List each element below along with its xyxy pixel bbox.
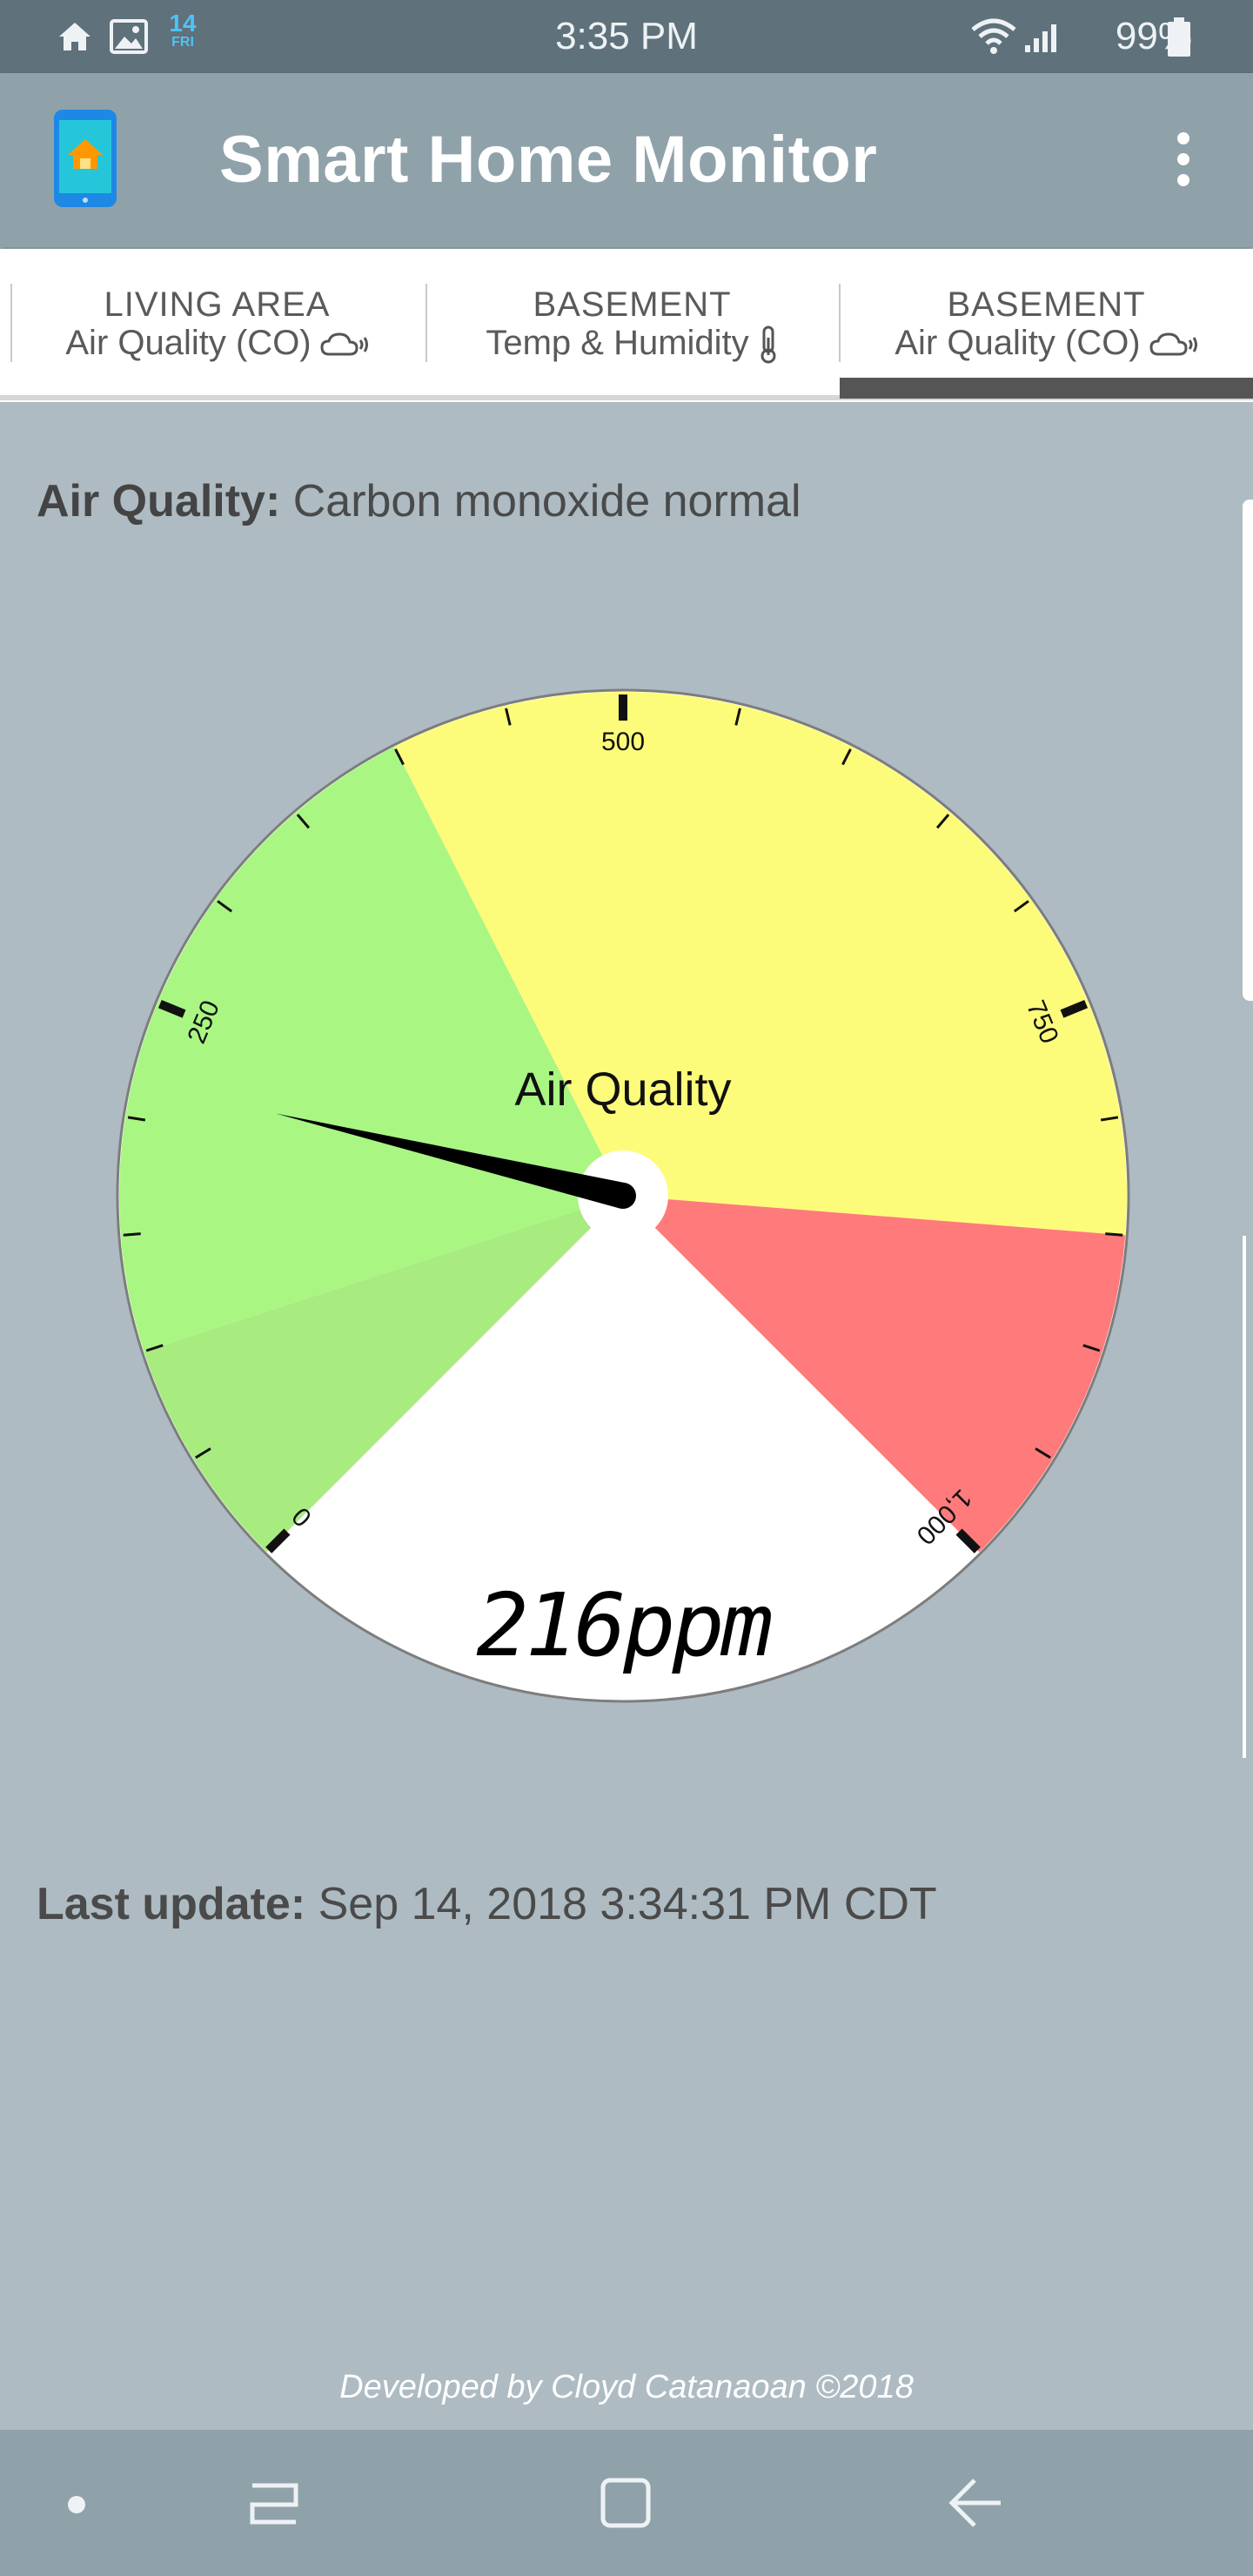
gauge-minor-tick — [1013, 900, 1029, 913]
thermometer-icon — [761, 325, 776, 364]
gauge-major-tick — [955, 1528, 981, 1553]
tab-sensor: Air Quality (CO) — [65, 324, 312, 362]
tab-divider — [10, 284, 12, 362]
tab-location: LIVING AREA — [104, 285, 331, 324]
gauge-minor-tick — [127, 1116, 146, 1122]
home-icon — [59, 23, 90, 50]
gauge-zone-0 — [144, 1196, 624, 1553]
developer-credit: Developed by Cloyd Catanaoan ©2018 — [339, 2369, 914, 2405]
recent-apps-icon[interactable] — [235, 2430, 313, 2576]
tab-divider — [425, 284, 427, 362]
back-arrow-icon[interactable] — [940, 2430, 1018, 2576]
status-time: 3:35 PM — [555, 15, 698, 57]
gauge-value-readout: 216ppm — [476, 1574, 771, 1676]
last-update: Last update: Sep 14, 2018 3:34:31 PM CDT — [37, 1878, 937, 1930]
gauge-minor-tick — [841, 748, 852, 766]
gauge-needle-pivot — [610, 1183, 636, 1209]
scrollbar[interactable] — [1243, 1236, 1246, 1758]
gauge-tick-label: 500 — [601, 728, 645, 756]
tab-living-area-air-quality[interactable]: LIVING AREA Air Quality (CO) — [10, 249, 424, 402]
phone-home-icon — [54, 110, 117, 207]
tab-sensor: Temp & Humidity — [486, 324, 749, 362]
gauge-minor-tick — [505, 708, 512, 726]
tab-location: BASEMENT — [533, 285, 732, 324]
wifi-icon — [971, 18, 1016, 54]
cloud-wind-icon — [320, 332, 368, 356]
tab-basement-temp-humidity[interactable]: BASEMENT Temp & Humidity — [425, 249, 839, 402]
status-date-day: 14 — [169, 10, 197, 37]
dot-icon[interactable] — [52, 2430, 104, 2576]
gauge-minor-tick — [195, 1447, 211, 1459]
tabs-baseline — [0, 395, 1253, 400]
signal-icon — [1025, 24, 1056, 52]
app-title: Smart Home Monitor — [219, 123, 878, 197]
more-vertical-icon[interactable] — [1166, 132, 1201, 202]
gauge-minor-tick — [394, 748, 405, 766]
gauge-zone-3 — [623, 1196, 1126, 1553]
sensor-tabs: LIVING AREA Air Quality (CO) BASEMENT Te… — [0, 249, 1253, 402]
app-bar: Smart Home Monitor — [0, 73, 1253, 247]
tab-divider — [839, 284, 841, 362]
system-nav-bar — [0, 2430, 1253, 2576]
status-label: Air Quality: — [37, 476, 281, 527]
selected-tab-indicator — [840, 378, 1253, 399]
calendar-date-icon: 14 FRI — [165, 10, 200, 52]
tab-sensor: Air Quality (CO) — [895, 324, 1141, 362]
gauge-zone-2 — [394, 692, 1127, 1236]
gauge-title: Air Quality — [514, 1063, 731, 1116]
cloud-wind-icon — [1149, 332, 1197, 356]
gauge-needle — [276, 1113, 626, 1209]
gauge-minor-tick — [1035, 1447, 1051, 1459]
side-handle[interactable] — [1243, 500, 1253, 1001]
gauge-minor-tick — [296, 814, 311, 829]
status-bar: 14 FRI 3:35 PM 99% — [0, 0, 1253, 73]
gauge-minor-tick — [935, 814, 950, 829]
last-update-label: Last update: — [37, 1879, 306, 1929]
gauge-minor-tick — [734, 708, 741, 726]
gauge-minor-tick — [1082, 1344, 1101, 1352]
tab-basement-air-quality[interactable]: BASEMENT Air Quality (CO) — [840, 249, 1253, 402]
gauge-minor-tick — [145, 1344, 164, 1352]
gauge-minor-tick — [123, 1232, 141, 1237]
home-button-icon[interactable] — [587, 2430, 666, 2576]
gauge-major-tick — [1060, 999, 1089, 1018]
gauge-unit: ppm — [622, 1574, 771, 1676]
gauge-major-tick — [265, 1528, 291, 1553]
last-update-value: Sep 14, 2018 3:34:31 PM CDT — [318, 1879, 937, 1929]
gauge-minor-tick — [217, 900, 233, 913]
air-quality-gauge: 0 250 500 750 1,000 Air Quality 216ppm — [115, 688, 1131, 1704]
gauge-value: 216 — [476, 1574, 623, 1676]
tab-location: BASEMENT — [947, 285, 1146, 324]
battery-icon — [1168, 17, 1190, 57]
image-icon — [110, 19, 148, 54]
gauge-minor-tick — [1105, 1232, 1123, 1237]
gauge-minor-tick — [1100, 1116, 1119, 1122]
gauge-zone-1 — [118, 747, 623, 1352]
status-date-weekday: FRI — [171, 35, 194, 50]
status-value: Carbon monoxide normal — [292, 476, 801, 527]
air-quality-status: Air Quality: Carbon monoxide normal — [37, 475, 801, 527]
gauge-major-tick — [157, 999, 186, 1018]
